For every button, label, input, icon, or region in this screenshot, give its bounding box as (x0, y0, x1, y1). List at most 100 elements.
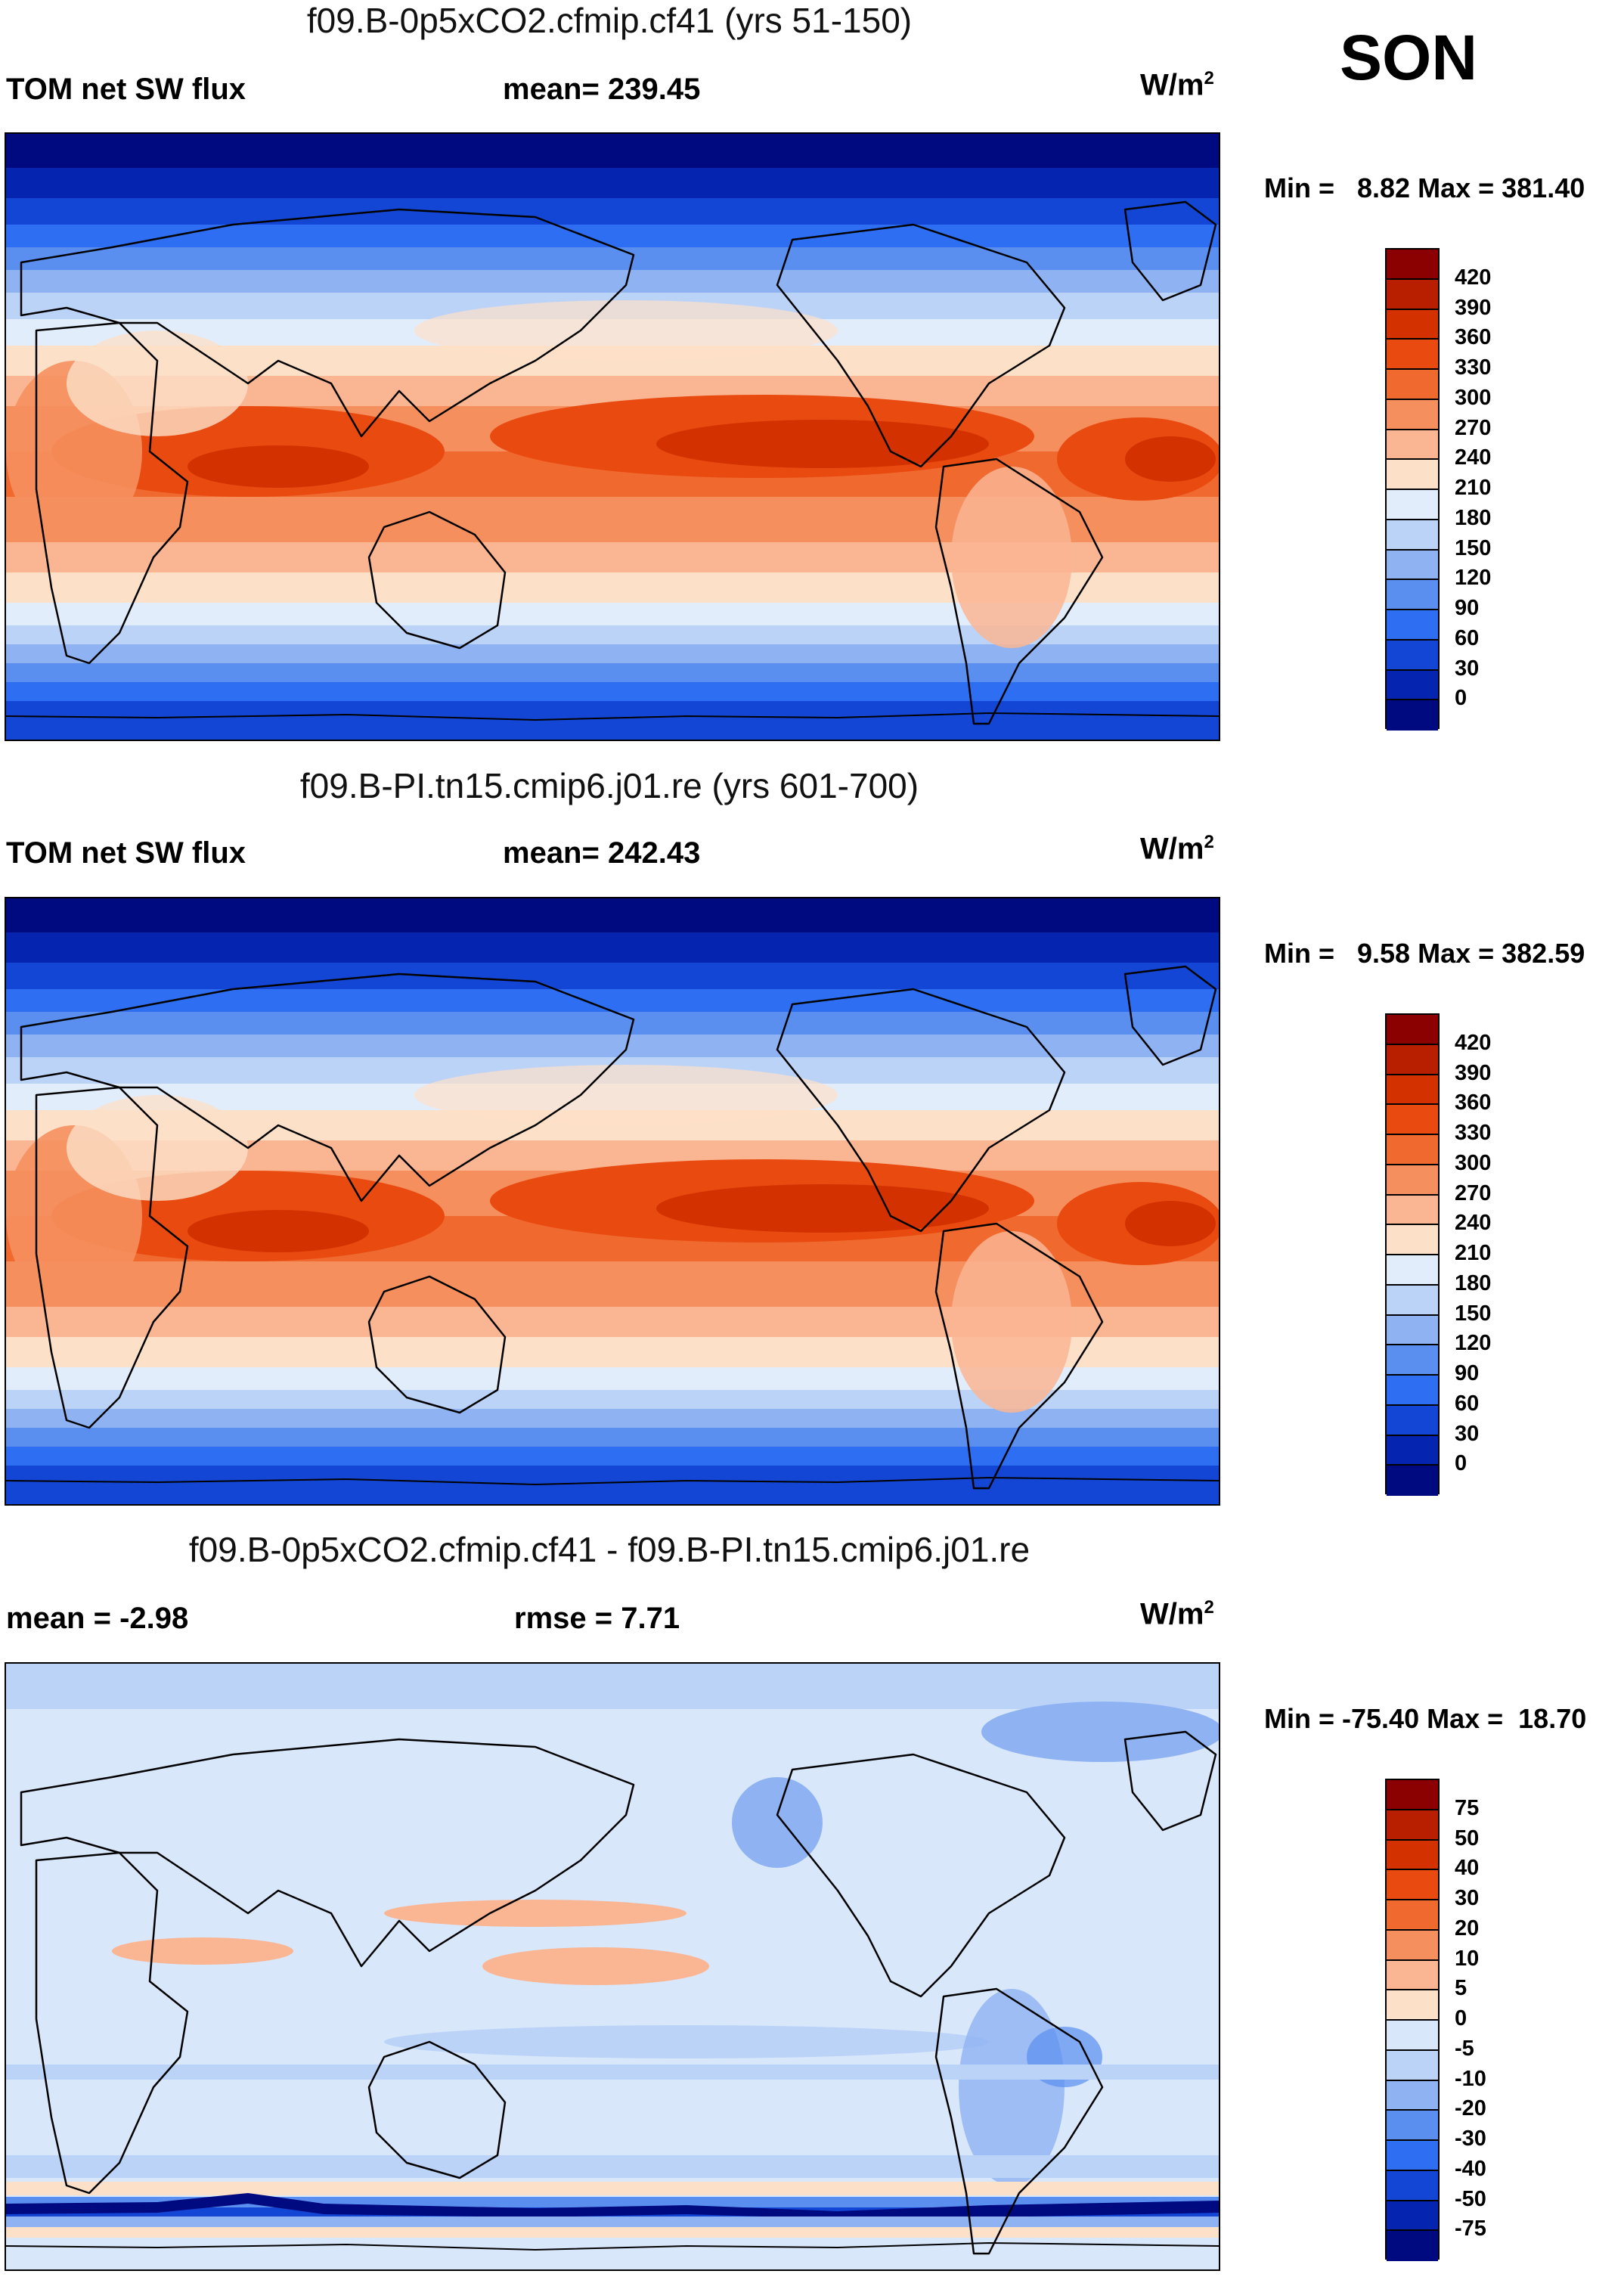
colorbar-tick-label: 150 (1455, 1301, 1492, 1326)
colorbar-swatch (1387, 250, 1438, 280)
colorbar-tick-label: 300 (1455, 385, 1492, 410)
panel-2-mean-label: mean= 242.43 (503, 836, 701, 870)
colorbar-swatch (1387, 2170, 1438, 2201)
colorbar-tick-label: -10 (1455, 2066, 1486, 2091)
colorbar-swatch (1387, 1165, 1438, 1196)
colorbar-swatch (1387, 490, 1438, 520)
panel-1-map (5, 132, 1220, 741)
colorbar-tick-label: 240 (1455, 445, 1492, 470)
panel-3-colorbar-ticks: 75 50 40 30 20 10 5 0 -5 -10 -20 -30 -40 -50 -75 (1455, 1779, 1560, 2260)
panel-2-title: f09.B-PI.tn15.cmip6.j01.re (yrs 601-700) (299, 766, 919, 805)
colorbar-swatch (1387, 2080, 1438, 2111)
colorbar-tick-label: 30 (1455, 1886, 1480, 1910)
colorbar-swatch (1387, 610, 1438, 641)
colorbar-swatch (1387, 1255, 1438, 1286)
panel-2-min-max: Min = 9.58 Max = 382.59 (1264, 938, 1585, 969)
colorbar-swatch (1387, 1225, 1438, 1255)
colorbar-swatch (1387, 1810, 1438, 1841)
colorbar-swatch (1387, 1780, 1438, 1810)
colorbar-swatch (1387, 670, 1438, 701)
colorbar-tick-label: 210 (1455, 476, 1492, 500)
colorbar-swatch (1387, 2231, 1438, 2261)
colorbar-tick-label: 90 (1455, 1361, 1480, 1385)
colorbar-tick-label: 240 (1455, 1211, 1492, 1236)
colorbar-tick-label: 90 (1455, 596, 1480, 620)
colorbar-swatch (1387, 1345, 1438, 1376)
colorbar-tick-label: 270 (1455, 415, 1492, 440)
colorbar-tick-label: -75 (1455, 2217, 1486, 2241)
colorbar-swatch (1387, 2021, 1438, 2051)
colorbar-tick-label: -20 (1455, 2096, 1486, 2121)
colorbar-swatch (1387, 1900, 1438, 1931)
colorbar-swatch (1387, 1285, 1438, 1316)
colorbar-tick-label: 30 (1455, 656, 1480, 681)
panel-1-units: W/m2 (1140, 68, 1214, 102)
colorbar-swatch (1387, 640, 1438, 671)
panel-2-units: W/m2 (1140, 832, 1214, 866)
colorbar-tick-label: 330 (1455, 355, 1492, 380)
colorbar-tick-label: 0 (1455, 1451, 1467, 1476)
colorbar-tick-label: 420 (1455, 265, 1492, 290)
colorbar-tick-label: 60 (1455, 1391, 1480, 1416)
colorbar-tick-label: 150 (1455, 535, 1492, 560)
colorbar-tick-label: 120 (1455, 566, 1492, 591)
panel-1-variable-label: TOM net SW flux (6, 73, 246, 106)
colorbar-tick-label: 360 (1455, 325, 1492, 350)
colorbar-swatch (1387, 2141, 1438, 2171)
colorbar-tick-label: -30 (1455, 2127, 1486, 2151)
colorbar-tick-label: 10 (1455, 1946, 1480, 1971)
colorbar-tick-label: 0 (1455, 2006, 1467, 2030)
colorbar-tick-label: 390 (1455, 295, 1492, 320)
colorbar-swatch (1387, 1840, 1438, 1871)
colorbar-swatch (1387, 1105, 1438, 1135)
colorbar-swatch (1387, 2201, 1438, 2232)
panel-2-colorbar-ticks: 420 390 360 330 300 270 240 210 180 150 120 90 60 30 0 (1455, 1013, 1560, 1494)
panel-2-variable-label: TOM net SW flux (6, 836, 246, 870)
panel-3-field (6, 1664, 1219, 2269)
colorbar-tick-label: 390 (1455, 1060, 1492, 1085)
colorbar-swatch (1387, 1960, 1438, 1991)
colorbar-tick-label: -40 (1455, 2156, 1486, 2181)
panel-1-colorbar (1385, 248, 1440, 731)
colorbar-swatch (1387, 700, 1438, 731)
colorbar-swatch (1387, 1195, 1438, 1226)
colorbar-swatch (1387, 1435, 1438, 1466)
colorbar-tick-label: 20 (1455, 1916, 1480, 1940)
panel-3-rmse-label: rmse = 7.71 (514, 1602, 680, 1635)
colorbar-tick-label: 5 (1455, 1976, 1467, 2001)
colorbar-swatch (1387, 1044, 1438, 1075)
colorbar-tick-label: 330 (1455, 1121, 1492, 1145)
colorbar-tick-label: 180 (1455, 505, 1492, 530)
colorbar-tick-label: -50 (1455, 2186, 1486, 2211)
colorbar-tick-label: 300 (1455, 1150, 1492, 1175)
panel-3-map (5, 1662, 1220, 2271)
colorbar-swatch (1387, 1135, 1438, 1165)
colorbar-tick-label: 360 (1455, 1090, 1492, 1115)
colorbar-swatch (1387, 370, 1438, 400)
panel-1-field (6, 134, 1219, 740)
panel-2-colorbar (1385, 1013, 1440, 1496)
panel-3-units: W/m2 (1140, 1597, 1214, 1631)
colorbar-tick-label: 50 (1455, 1826, 1480, 1850)
colorbar-tick-label: -5 (1455, 2036, 1474, 2061)
colorbar-swatch (1387, 2111, 1438, 2141)
season-label: SON (1340, 22, 1478, 93)
colorbar-swatch (1387, 1075, 1438, 1106)
colorbar-tick-label: 40 (1455, 1856, 1480, 1881)
colorbar-swatch (1387, 550, 1438, 581)
colorbar-swatch (1387, 1466, 1438, 1496)
colorbar-swatch (1387, 1930, 1438, 1961)
panel-1-min-max: Min = 8.82 Max = 381.40 (1264, 172, 1585, 203)
panel-3-colorbar (1385, 1779, 1440, 2261)
colorbar-tick-label: 210 (1455, 1241, 1492, 1265)
colorbar-swatch (1387, 2050, 1438, 2081)
colorbar-swatch (1387, 430, 1438, 461)
panel-3-mean-label: mean = -2.98 (6, 1602, 189, 1635)
colorbar-swatch (1387, 1015, 1438, 1045)
colorbar-tick-label: 420 (1455, 1030, 1492, 1055)
colorbar-swatch (1387, 1376, 1438, 1406)
colorbar-swatch (1387, 1990, 1438, 2021)
colorbar-swatch (1387, 399, 1438, 430)
colorbar-tick-label: 75 (1455, 1795, 1480, 1820)
colorbar-tick-label: 180 (1455, 1270, 1492, 1295)
